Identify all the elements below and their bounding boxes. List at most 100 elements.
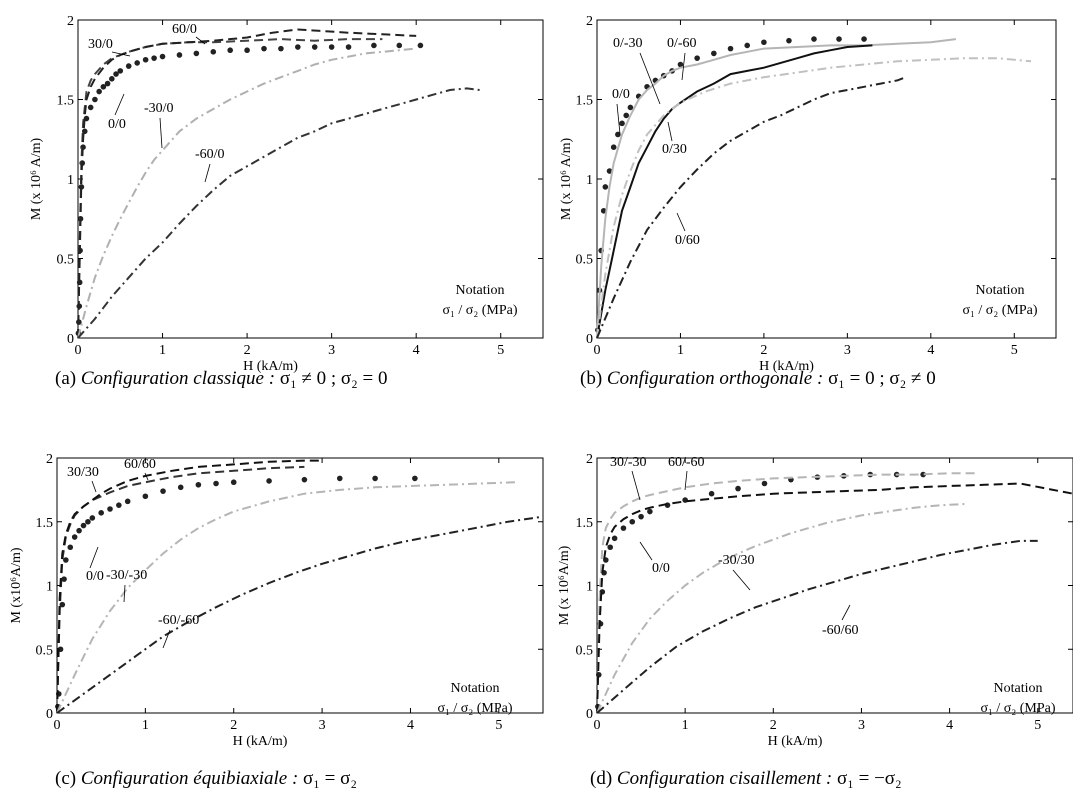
series-0/30 — [596, 44, 873, 339]
data-point — [301, 476, 308, 483]
series-0/0 — [75, 42, 424, 337]
series-0/0 — [595, 471, 926, 710]
data-point — [727, 45, 734, 52]
caption-math: σ₁ = −σ₂ — [837, 768, 902, 789]
data-point — [311, 44, 318, 50]
curve-label: 0/-30 — [613, 36, 643, 51]
curve-label: 30/-30 — [610, 455, 647, 470]
data-point — [761, 39, 767, 46]
x-tick-label: 1 — [682, 718, 689, 733]
data-point — [600, 208, 607, 214]
data-point — [744, 42, 751, 49]
label-pointer — [639, 541, 653, 561]
series--60/-60 — [56, 515, 544, 714]
data-point — [708, 490, 715, 497]
data-point — [811, 36, 817, 42]
curve-label: -30/0 — [144, 101, 174, 116]
notation-formula: σ₁ / σ₂ (MPa) — [437, 701, 512, 716]
curve-label: 0/0 — [652, 561, 670, 576]
y-tick-label: 0.5 — [57, 253, 75, 268]
series-0/-30 — [596, 38, 957, 339]
data-point — [261, 45, 267, 52]
series-line — [596, 472, 976, 714]
data-point — [100, 83, 107, 90]
x-tick-label: 5 — [1034, 718, 1041, 733]
data-point — [193, 50, 200, 57]
x-tick-label: 1 — [142, 718, 149, 733]
label-pointer — [111, 51, 131, 57]
notation-formula: σ₁ / σ₂ (MPa) — [442, 303, 517, 318]
data-point — [372, 475, 378, 482]
data-point — [81, 128, 88, 135]
data-point — [607, 544, 614, 551]
data-point — [266, 478, 272, 484]
series-line — [56, 465, 305, 714]
series-30/-30 — [596, 472, 976, 714]
curve-label: 0/0 — [612, 87, 630, 102]
data-point — [142, 56, 149, 63]
panel-a: 0 1 2 3 4 500.511.52H (kA/m)M (x 10⁶ A/m)30/0… — [29, 14, 544, 389]
curve-label: 60/60 — [124, 457, 156, 472]
y-tick-label: 1 — [586, 173, 593, 188]
x-tick-label: 0 — [594, 718, 601, 733]
notation-title: Notation — [456, 283, 505, 298]
series-line — [596, 482, 1073, 714]
data-point — [606, 168, 613, 174]
data-point — [920, 471, 926, 478]
x-tick-label: 5 — [495, 718, 502, 733]
label-pointer — [667, 121, 673, 142]
data-point — [85, 518, 91, 525]
label-pointer — [676, 212, 686, 232]
y-tick-label: 1.5 — [576, 516, 594, 531]
series-30/30 — [56, 465, 305, 714]
data-point — [116, 502, 122, 508]
label-pointer — [91, 480, 97, 493]
series-line — [77, 38, 383, 339]
caption-title: Configuration cisaillement : — [617, 768, 837, 789]
caption-math: σ₁ = σ₂ — [303, 768, 357, 789]
x-axis-label: H (kA/m) — [243, 359, 298, 374]
data-point — [142, 493, 149, 500]
data-point — [125, 63, 132, 69]
data-point — [98, 510, 104, 516]
series-line — [596, 38, 957, 339]
data-point — [647, 508, 653, 515]
notation-formula: σ₁ / σ₂ (MPa) — [980, 701, 1055, 716]
x-tick-label: 2 — [244, 343, 251, 358]
series-line — [77, 87, 480, 339]
data-point — [113, 71, 119, 77]
data-point — [159, 53, 166, 60]
curve-label: 60/-60 — [668, 455, 705, 470]
data-point — [371, 42, 377, 49]
panel-caption: (b) Configuration orthogonale : σ₁ = 0 ;… — [580, 368, 936, 389]
series-60/60 — [56, 459, 323, 714]
label-pointer — [123, 584, 126, 603]
curve-label: -60/60 — [822, 623, 859, 638]
data-point — [59, 601, 66, 608]
panel-caption: (a) Configuration classique : σ₁ ≠ 0 ; σ… — [55, 368, 387, 389]
y-tick-label: 1 — [46, 580, 53, 595]
x-tick-label: 0 — [594, 343, 601, 358]
notation-title: Notation — [994, 681, 1043, 696]
data-point — [417, 42, 424, 49]
y-tick-label: 1 — [67, 173, 74, 188]
caption-prefix: (a) — [55, 368, 81, 389]
caption-title: Configuration orthogonale : — [607, 368, 828, 389]
data-point — [786, 37, 792, 44]
series-unlabeled — [596, 57, 1032, 339]
x-tick-label: 3 — [844, 343, 851, 358]
data-point — [176, 52, 183, 58]
curve-label: -60/0 — [195, 147, 225, 162]
data-point — [124, 498, 131, 505]
curve-label: -30/30 — [718, 553, 755, 568]
data-point — [134, 60, 140, 66]
data-point — [117, 68, 124, 74]
x-tick-label: 1 — [159, 343, 166, 358]
series-line — [596, 44, 873, 339]
notation-title: Notation — [976, 283, 1025, 298]
y-tick-label: 0.5 — [36, 643, 54, 658]
curve-label: 30/0 — [88, 37, 113, 52]
data-point — [396, 42, 403, 49]
